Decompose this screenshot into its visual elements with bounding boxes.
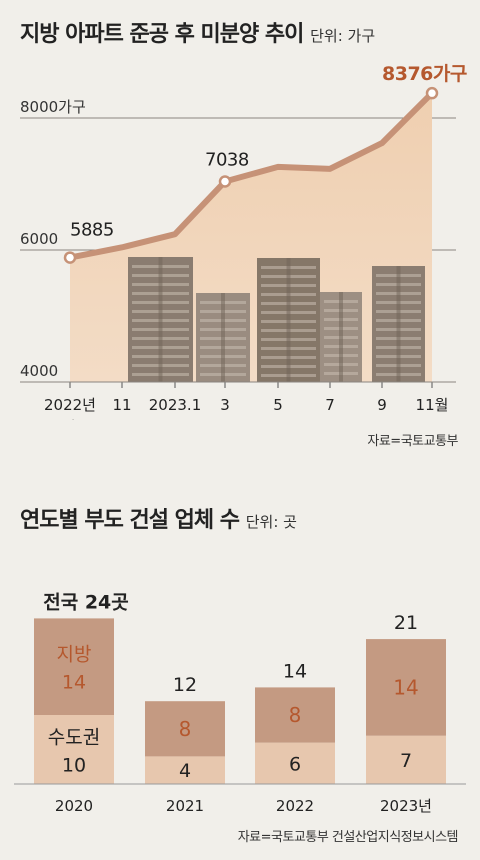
chart1-source: 자료=국토교통부	[367, 434, 458, 449]
data-label: 8376가구	[382, 63, 467, 85]
chart1-title-row: 지방 아파트 준공 후 미분양 추이 단위: 가구	[20, 16, 375, 48]
chart2-source: 자료=국토교통부 건설산업지식정보시스템	[237, 830, 459, 845]
line-area-chart: 8000가구 6000 4000 5885 7038 8376가구 2022년9월 11 2…	[20, 63, 467, 420]
chart2-title: 연도별 부도 건설 업체 수	[20, 508, 240, 533]
total-label: 전국 24곳	[43, 591, 129, 613]
x-tick-label: 11	[112, 396, 131, 414]
bar-segment-capital	[255, 742, 335, 784]
x-tick-label: 2022	[276, 797, 314, 815]
building-icon	[128, 257, 193, 382]
x-tick-label: 3	[220, 396, 230, 414]
legend-label-regional: 지방	[57, 644, 92, 666]
building-icon	[320, 292, 362, 382]
x-tick-label: 2023년	[380, 797, 432, 815]
x-tick-label: 11월	[416, 396, 449, 414]
bar-segment-regional	[366, 639, 446, 736]
data-point	[218, 175, 232, 188]
bar-segment-regional	[255, 687, 335, 743]
bar-segment-regional	[145, 701, 225, 757]
y-tick-label: 8000가구	[20, 98, 86, 116]
series-line	[67, 90, 435, 261]
x-tick-label: 2023.1	[149, 396, 202, 414]
x-tick-label: 2020	[55, 797, 93, 815]
x-tick-label: 2021	[166, 797, 204, 815]
chart1-title: 지방 아파트 준공 후 미분양 추이	[20, 22, 304, 47]
total-label: 12	[173, 674, 197, 696]
total-label: 21	[394, 612, 418, 634]
segment-value: 4	[179, 760, 191, 782]
segment-value: 14	[62, 672, 86, 694]
data-point	[425, 86, 439, 100]
building-icon	[196, 293, 250, 382]
apartment-buildings-illustration	[128, 257, 425, 382]
data-label: 7038	[205, 149, 249, 170]
y-tick-label: 6000	[20, 230, 58, 248]
segment-value: 10	[62, 755, 86, 777]
segment-value: 8	[179, 717, 192, 741]
x-tick-label: 7	[325, 396, 335, 414]
building-icon	[257, 258, 320, 382]
stacked-bar-chart: 지방 14 수도권 10 전국 24곳 8 4 12 8 6 14 14 7 21 2020 2021 202…	[14, 591, 466, 815]
building-icon	[372, 266, 425, 382]
data-point	[63, 251, 77, 264]
bar-segment-capital	[145, 756, 225, 784]
chart2-title-row: 연도별 부도 건설 업체 수 단위: 곳	[20, 502, 297, 534]
chart1-unit: 단위: 가구	[310, 27, 376, 45]
chart2-unit: 단위: 곳	[245, 513, 297, 531]
segment-value: 14	[393, 675, 418, 699]
bar-segment-regional	[34, 618, 114, 715]
segment-value: 8	[289, 703, 302, 727]
bar-segment-capital	[34, 715, 114, 784]
data-label: 5885	[70, 220, 114, 241]
x-tick-label: 9	[377, 396, 387, 414]
legend-label-capital: 수도권	[48, 727, 100, 749]
y-tick-label: 4000	[20, 362, 58, 380]
segment-value: 6	[289, 753, 301, 775]
total-label: 14	[283, 660, 307, 682]
bar-segment-capital	[366, 735, 446, 784]
segment-value: 7	[400, 750, 412, 772]
x-tick-label: 2022년9월	[44, 396, 96, 420]
x-tick-label: 5	[273, 396, 283, 414]
